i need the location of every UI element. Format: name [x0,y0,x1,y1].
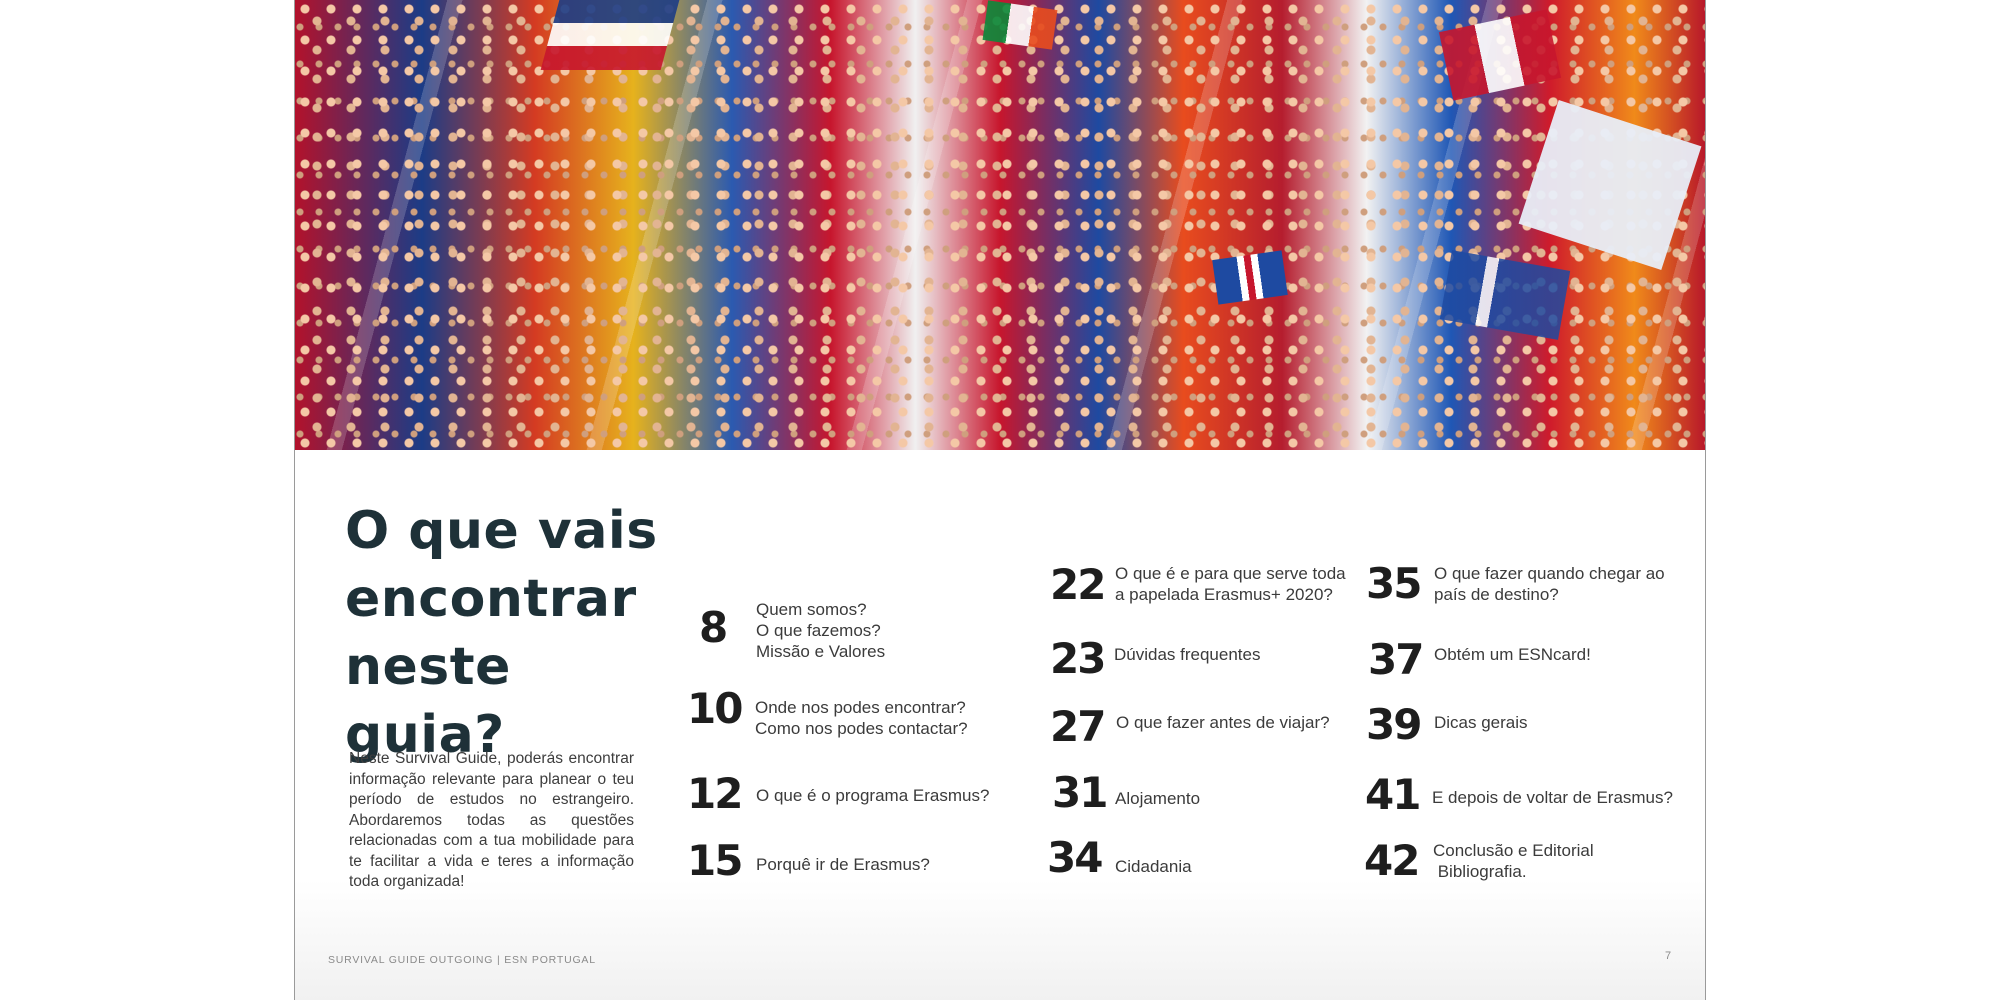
toc-label-line: Bibliografia. [1433,862,1527,881]
toc-label-line: Porquê ir de Erasmus? [756,855,930,874]
toc-label-line: O que é o programa Erasmus? [756,786,990,805]
toc-label-line: Quem somos? [756,600,867,619]
toc-page-number: 35 [1366,559,1422,608]
toc-label-line: a papelada Erasmus+ 2020? [1115,585,1333,604]
toc-label: Cidadania [1115,856,1192,877]
toc-label: Onde nos podes encontrar? Como nos podes… [755,697,968,739]
toc-page-number: 34 [1047,833,1103,882]
toc-label-line: O que é e para que serve toda [1115,564,1346,583]
title-line: encontrar [345,569,637,629]
toc-page-number: 31 [1052,768,1108,817]
flag-shape [982,0,1058,50]
toc-label: Alojamento [1115,788,1200,809]
toc-label-line: Dicas gerais [1434,713,1528,732]
toc-label-line: Obtém um ESNcard! [1434,645,1591,664]
toc-label-line: país de destino? [1434,585,1559,604]
toc-label-line: Conclusão e Editorial [1433,841,1594,860]
flag-shape [1212,250,1288,305]
toc-label: E depois de voltar de Erasmus? [1432,787,1673,808]
toc-label-line: Onde nos podes encontrar? [755,698,966,717]
toc-label: Conclusão e Editorial Bibliografia. [1433,840,1594,882]
toc-label-line: Como nos podes contactar? [755,719,968,738]
toc-label-line: Alojamento [1115,789,1201,808]
toc-page-number: 27 [1050,702,1106,751]
toc-label-line: O que fazer antes de viajar? [1116,713,1330,732]
toc-page-number: 8 [699,603,728,652]
title-line: O que vais [345,501,658,561]
toc-label: O que é e para que serve toda a papelada… [1115,563,1346,605]
toc-label: O que fazer quando chegar ao país de des… [1434,563,1665,605]
intro-paragraph: Neste Survival Guide, poderás encontrar … [349,750,634,890]
toc-label-line: E depois de voltar de Erasmus? [1432,788,1673,807]
page-title: O que vais encontrar neste guia? [345,497,665,769]
toc-page-number: 15 [687,836,743,885]
toc-page-number: 10 [687,684,743,733]
crowd-photo [295,0,1705,450]
toc-label: Quem somos? O que fazemos? Missão e Valo… [756,599,885,662]
guide-page: O que vais encontrar neste guia? Neste S… [295,0,1705,1000]
toc-page-number: 22 [1050,560,1106,609]
title-line: neste guia? [345,637,511,765]
toc-page-number: 23 [1050,634,1106,683]
toc-page-number: 41 [1365,770,1421,819]
toc-label: Obtém um ESNcard! [1434,644,1591,665]
toc-page-number: 12 [687,769,743,818]
flag-shape [540,0,680,70]
toc-label: Porquê ir de Erasmus? [756,854,930,875]
toc-page-number: 42 [1364,836,1420,885]
toc-label: Dúvidas frequentes [1114,644,1260,665]
toc-label-line: O que fazemos? [756,621,881,640]
toc-label: Dicas gerais [1434,712,1528,733]
flag-shape [1518,100,1702,270]
flag-shape [1438,9,1562,101]
toc-label: O que fazer antes de viajar? [1116,712,1330,733]
toc-page-number: 39 [1366,700,1422,749]
page-number: 7 [1665,950,1672,962]
toc-page-number: 37 [1368,635,1424,684]
toc-label-line: Cidadania [1115,857,1192,876]
toc-label-line: Missão e Valores [756,642,886,661]
toc-label-line: Dúvidas frequentes [1114,645,1261,664]
flag-shape [1439,250,1571,340]
toc-label: O que é o programa Erasmus? [756,785,989,806]
toc-label-line: O que fazer quando chegar ao [1434,564,1665,583]
footer-running-title: SURVIVAL GUIDE OUTGOING | ESN PORTUGAL [328,954,596,966]
